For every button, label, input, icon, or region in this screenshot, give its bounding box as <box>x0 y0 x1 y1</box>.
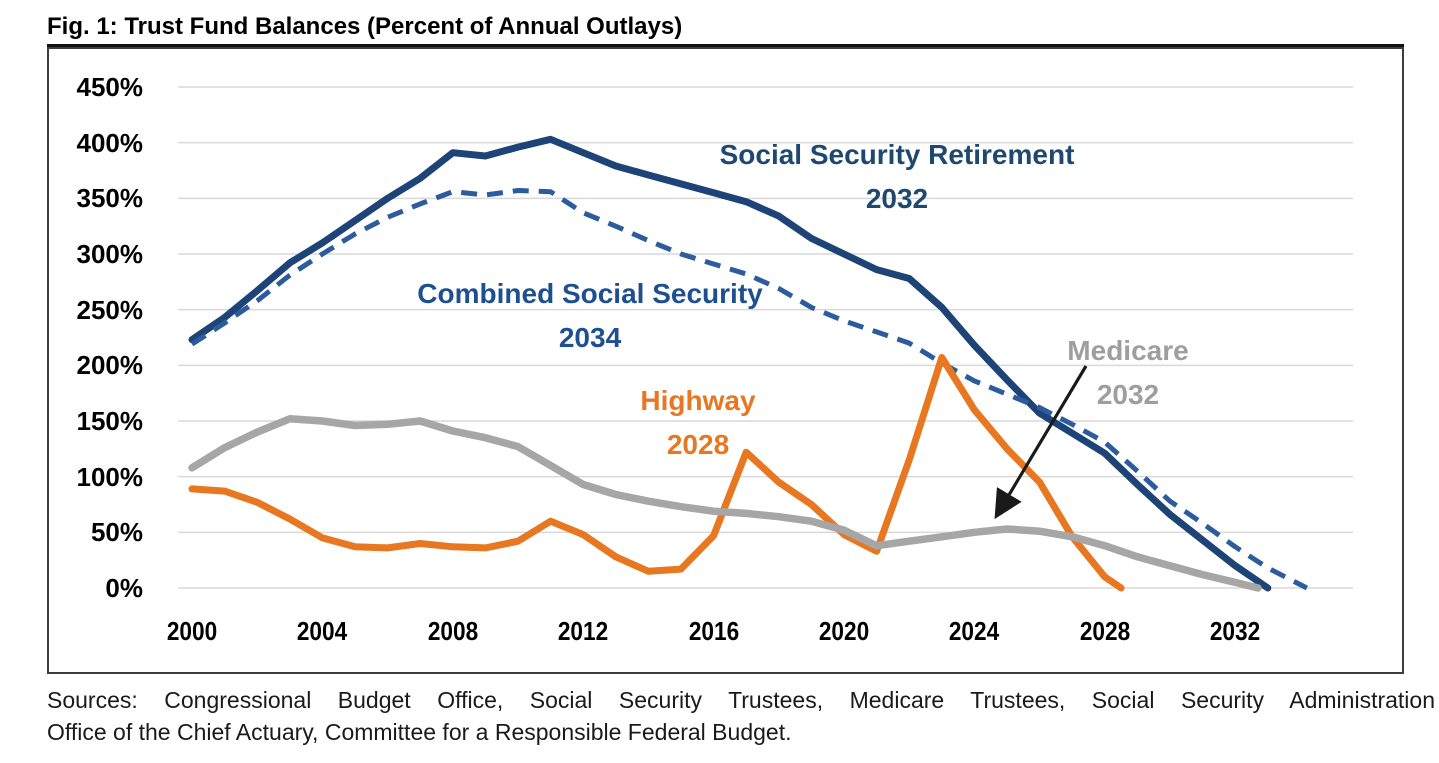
sources-line-2: Office of the Chief Actuary, Committee f… <box>47 719 792 745</box>
y-axis-label: 400% <box>76 127 144 158</box>
series-label-social-security-retirement: Social Security Retirement 2032 <box>720 133 1075 221</box>
series-label-combined-social-security: Combined Social Security 2034 <box>417 272 762 360</box>
series-label-text: Social Security Retirement <box>719 139 1075 170</box>
series-depletion-year: 2028 <box>666 429 730 460</box>
y-axis-label: 350% <box>76 183 144 214</box>
x-axis-label: 2016 <box>688 616 739 646</box>
y-axis-label: 300% <box>76 239 144 269</box>
x-axis-label: 2004 <box>297 616 348 646</box>
x-axis-label: 2020 <box>818 616 870 646</box>
y-axis-label: 50% <box>90 517 143 548</box>
y-axis-label: 200% <box>76 350 144 381</box>
sources-note: Sources: Congressional Budget Office, So… <box>47 684 1435 748</box>
y-axis-label: 450% <box>76 72 144 102</box>
series-label-text: Medicare <box>1067 335 1189 366</box>
series-label-medicare: Medicare 2032 <box>1067 329 1188 417</box>
x-axis-label: 2012 <box>558 616 609 646</box>
x-axis-label: 2000 <box>166 616 218 646</box>
x-axis-label: 2028 <box>1079 616 1130 646</box>
series-label-text: Combined Social Security <box>417 278 763 309</box>
y-axis-label: 0% <box>105 573 143 603</box>
title-underline <box>47 44 1404 47</box>
y-axis-label: 250% <box>76 294 144 325</box>
sources-line-1: Sources: Congressional Budget Office, So… <box>47 687 1435 713</box>
figure-title: Fig. 1: Trust Fund Balances (Percent of … <box>47 13 683 40</box>
y-axis-label: 150% <box>76 406 144 436</box>
series-label-text: Highway <box>640 385 756 416</box>
y-axis-label: 100% <box>76 461 144 492</box>
x-axis-label: 2032 <box>1210 616 1261 646</box>
series-depletion-year: 2034 <box>558 322 622 353</box>
series-depletion-year: 2032 <box>865 183 929 214</box>
series-depletion-year: 2032 <box>1096 379 1160 410</box>
series-label-highway: Highway 2028 <box>640 379 755 467</box>
x-axis-label: 2024 <box>949 616 1000 646</box>
x-axis-label: 2008 <box>427 616 478 646</box>
